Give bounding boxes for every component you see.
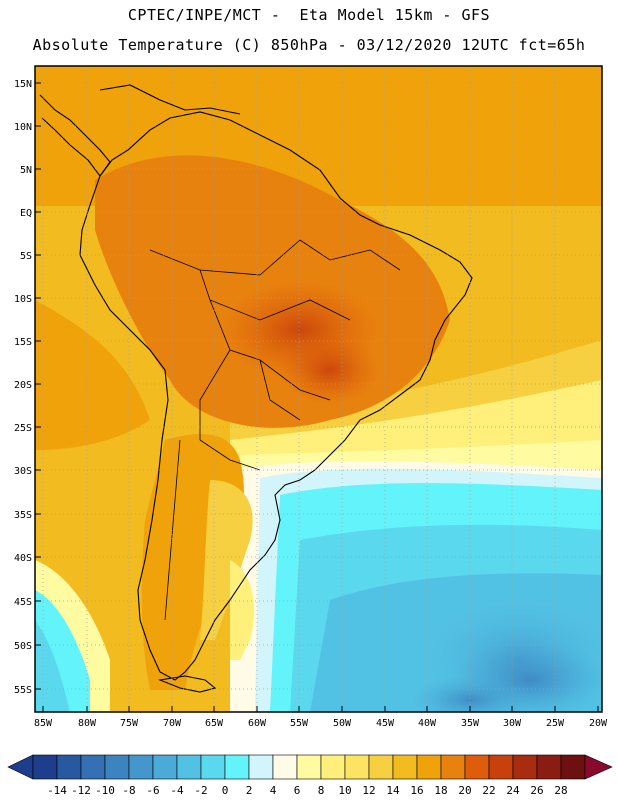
latitude-labels: 15N 10N 5N EQ 5S 10S 15S 20S 25S 30S 35S… (14, 79, 32, 696)
colorbar-swatch (368, 754, 394, 780)
colorbar-tick-label: 12 (362, 784, 375, 797)
temperature-field (35, 66, 602, 712)
lat-label-30s: 30S (14, 466, 32, 477)
colorbar-tick-label: 24 (506, 784, 520, 797)
lon-label-35w: 35W (461, 718, 480, 729)
colorbar-tick-label: 8 (318, 784, 325, 797)
colorbar-swatch (512, 754, 538, 780)
lat-label-35s: 35S (14, 510, 32, 521)
colorbar-swatch (320, 754, 346, 780)
map-frame (34, 65, 603, 713)
colorbar-swatch (56, 754, 82, 780)
lon-label-55w: 55W (290, 718, 309, 729)
colorbar-tick-label: -10 (95, 784, 115, 797)
chart-title-line-1: CPTEC/INPE/MCT - Eta Model 15km - GFS (127, 6, 491, 24)
colorbar-swatch (560, 754, 586, 780)
colorbar-swatch (176, 754, 202, 780)
colorbar-tick-label: 22 (482, 784, 495, 797)
lon-label-80w: 80W (78, 718, 97, 729)
lat-label-20s: 20S (14, 380, 32, 391)
colorbar: -14 -12 -10 -8 -6 -4 -2 0 2 4 6 8 10 12 14 16 18 20 22 24 26… (7, 754, 613, 797)
graticule (35, 66, 602, 712)
colorbar-swatch (80, 754, 106, 780)
colorbar-swatch (152, 754, 178, 780)
lon-label-20w: 20W (589, 718, 608, 729)
lat-label-5n: 5N (20, 165, 32, 176)
lon-label-70w: 70W (163, 718, 182, 729)
colorbar-swatch (392, 754, 418, 780)
lat-label-25s: 25S (14, 423, 32, 434)
colorbar-swatch (440, 754, 466, 780)
lat-label-40s: 40S (14, 553, 32, 564)
lon-label-85w: 85W (34, 718, 53, 729)
colorbar-swatch (104, 754, 130, 780)
lat-label-10s: 10S (14, 294, 32, 305)
axis-ticks (35, 82, 599, 712)
colorbar-swatch (536, 754, 562, 780)
colorbar-right-arrow (584, 754, 613, 780)
colorbar-swatch (296, 754, 322, 780)
colorbar-left-arrow (7, 754, 34, 780)
colorbar-tick-label: -2 (194, 784, 207, 797)
colorbar-tick-label: -4 (170, 784, 184, 797)
lat-label-eq: EQ (20, 208, 32, 219)
lon-label-50w: 50W (333, 718, 352, 729)
tierra-del-fuego (157, 675, 217, 693)
longitude-labels: 85W 80W 75W 70W 65W 60W 55W 50W 45W 40W … (34, 718, 608, 729)
colorbar-swatch (32, 754, 58, 780)
colorbar-swatch (416, 754, 442, 780)
lat-label-5s: 5S (20, 251, 32, 262)
colorbar-tick-label: -12 (71, 784, 91, 797)
lat-label-55s: 55S (14, 685, 32, 696)
colorbar-tick-label: 0 (222, 784, 229, 797)
south-america-coastline (79, 111, 473, 681)
colorbar-tick-label: 14 (386, 784, 400, 797)
colorbar-swatch (464, 754, 490, 780)
colorbar-tick-label: 28 (554, 784, 567, 797)
colorbar-tick-label: 18 (434, 784, 447, 797)
lat-label-45s: 45S (14, 597, 32, 608)
colorbar-swatch (224, 754, 250, 780)
lon-label-75w: 75W (120, 718, 139, 729)
colorbar-swatch (200, 754, 226, 780)
country-borders (149, 239, 401, 621)
colorbar-tick-label: -6 (146, 784, 159, 797)
colorbar-swatch (128, 754, 154, 780)
lon-label-45w: 45W (376, 718, 395, 729)
central-america-coastline (39, 94, 111, 177)
colorbar-tick-label: 10 (338, 784, 351, 797)
lon-label-60w: 60W (248, 718, 267, 729)
lat-label-10n: 10N (14, 122, 32, 133)
colorbar-tick-label: 6 (294, 784, 301, 797)
colorbar-swatch (488, 754, 514, 780)
lon-label-40w: 40W (418, 718, 437, 729)
colorbar-swatch (248, 754, 274, 780)
colorbar-tick-label: -14 (47, 784, 67, 797)
colorbar-tick-label: 2 (246, 784, 253, 797)
lon-label-30w: 30W (503, 718, 522, 729)
caribbean-coastline (99, 84, 241, 115)
colorbar-tick-label: 16 (410, 784, 423, 797)
coastlines (39, 84, 473, 693)
lat-label-15n: 15N (14, 79, 32, 90)
colorbar-swatch (344, 754, 370, 780)
colorbar-tick-label: -8 (122, 784, 135, 797)
lon-label-25w: 25W (546, 718, 565, 729)
lat-label-15s: 15S (14, 337, 32, 348)
colorbar-tick-label: 4 (270, 784, 277, 797)
colorbar-swatch (272, 754, 298, 780)
colorbar-tick-label: 26 (530, 784, 543, 797)
lat-label-50s: 50S (14, 641, 32, 652)
chart-title-line-2: Absolute Temperature (C) 850hPa - 03/12/… (32, 36, 586, 54)
lon-label-65w: 65W (205, 718, 224, 729)
colorbar-tick-label: 20 (458, 784, 471, 797)
